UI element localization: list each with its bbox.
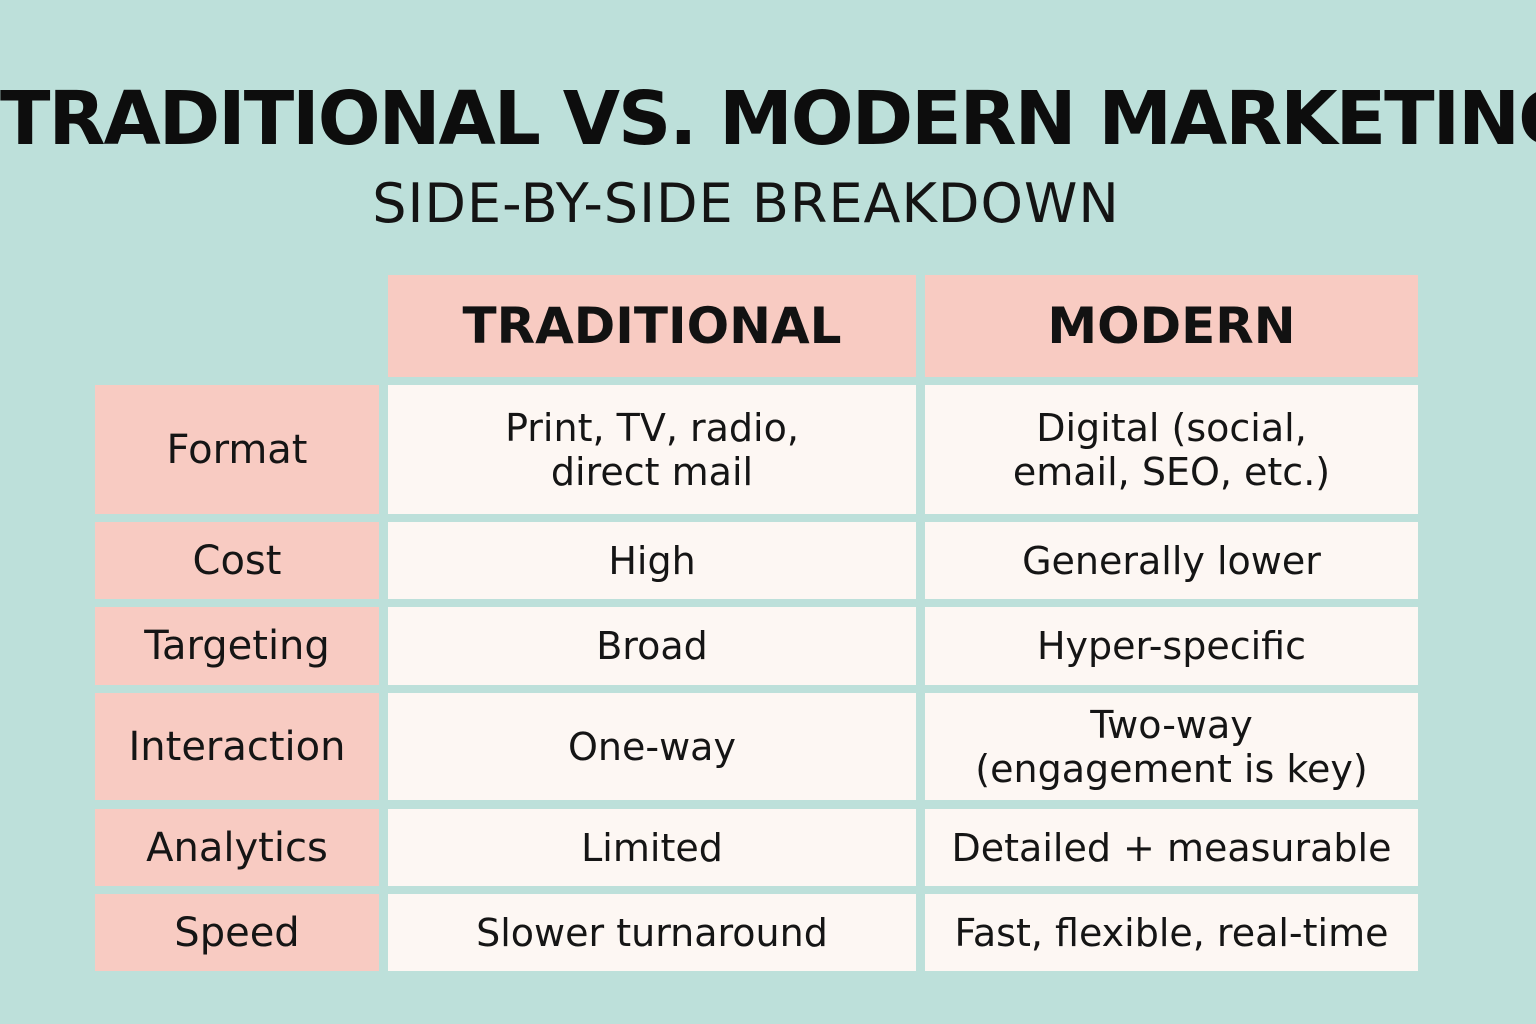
cell-text-line: Print, TV, radio,: [505, 405, 799, 450]
cell-text: Hyper-specific: [1037, 624, 1306, 668]
cell-text: Two-way (engagement is key): [975, 703, 1367, 791]
cell-text-line: Generally lower: [1022, 538, 1321, 583]
cell-text: Broad: [596, 624, 708, 668]
page-title: TRADITIONAL VS. MODERN MARKETING: [0, 76, 1536, 162]
row-label-analytics: Analytics: [95, 809, 379, 886]
row-label-interaction: Interaction: [95, 693, 379, 800]
row-label-format: Format: [95, 385, 379, 514]
row-label-targeting: Targeting: [95, 607, 379, 685]
cell-text: One-way: [568, 725, 736, 769]
cell-text: Limited: [581, 826, 723, 870]
cell-text-line: High: [608, 538, 696, 583]
cell-text-line: Limited: [581, 825, 723, 870]
cell-text: Digital (social, email, SEO, etc.): [1013, 406, 1330, 494]
cell-modern-targeting: Hyper-specific: [925, 607, 1418, 685]
cell-text-line: email, SEO, etc.): [1012, 449, 1331, 494]
cell-text-line: Two-way: [1090, 702, 1253, 747]
cell-text-line: direct mail: [550, 449, 754, 494]
cell-traditional-format: Print, TV, radio, direct mail: [388, 385, 916, 514]
cell-text: Generally lower: [1022, 539, 1321, 583]
row-label-cost: Cost: [95, 522, 379, 599]
cell-traditional-cost: High: [388, 522, 916, 599]
cell-text-line: One-way: [568, 724, 736, 769]
cell-modern-interaction: Two-way (engagement is key): [925, 693, 1418, 800]
cell-modern-format: Digital (social, email, SEO, etc.): [925, 385, 1418, 514]
cell-traditional-speed: Slower turnaround: [388, 894, 916, 971]
column-header-modern: MODERN: [925, 275, 1418, 377]
cell-text: Fast, flexible, real-time: [955, 911, 1389, 955]
cell-traditional-targeting: Broad: [388, 607, 916, 685]
cell-modern-cost: Generally lower: [925, 522, 1418, 599]
cell-modern-analytics: Detailed + measurable: [925, 809, 1418, 886]
column-header-traditional: TRADITIONAL: [388, 275, 916, 377]
cell-text: Slower turnaround: [476, 911, 828, 955]
cell-text: Detailed + measurable: [952, 826, 1392, 870]
cell-text-line: Hyper-specific: [1036, 624, 1307, 668]
page-subtitle: SIDE-BY-SIDE BREAKDOWN: [372, 172, 1120, 235]
row-label-speed: Speed: [95, 894, 379, 971]
cell-text-line: Detailed + measurable: [951, 825, 1392, 870]
cell-modern-speed: Fast, flexible, real-time: [925, 894, 1418, 971]
cell-text-line: Broad: [596, 624, 708, 668]
cell-traditional-interaction: One-way: [388, 693, 916, 800]
cell-text-line: Digital (social,: [1036, 405, 1307, 450]
cell-text-line: (engagement is key): [975, 746, 1368, 791]
cell-text-line: Slower turnaround: [476, 910, 828, 955]
cell-traditional-analytics: Limited: [388, 809, 916, 886]
cell-text-line: Fast, flexible, real-time: [954, 910, 1389, 955]
cell-text: High: [608, 539, 695, 583]
cell-text: Print, TV, radio, direct mail: [505, 406, 799, 494]
